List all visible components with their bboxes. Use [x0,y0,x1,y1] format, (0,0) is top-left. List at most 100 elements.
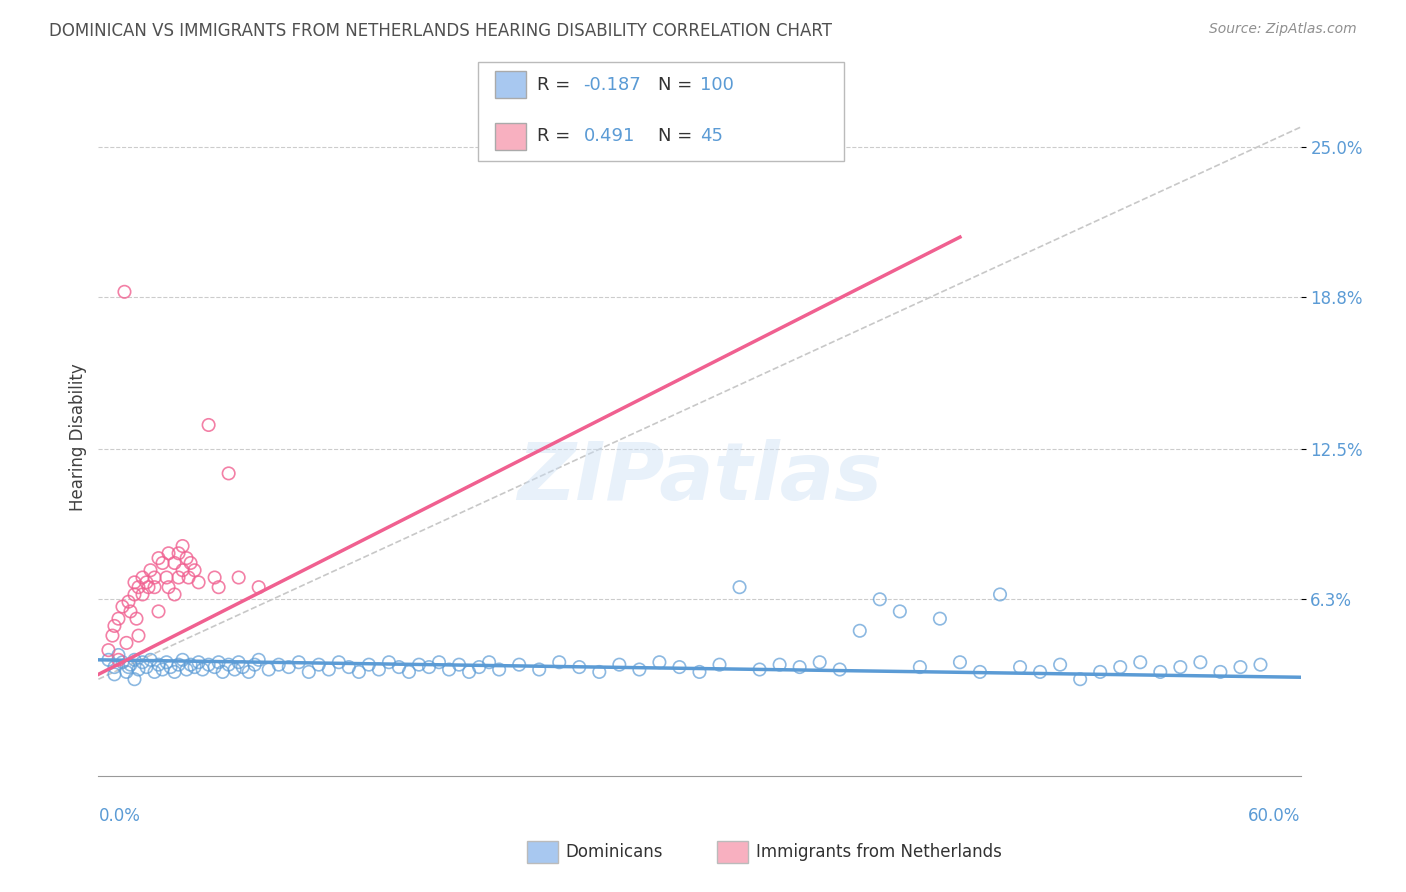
Point [167,570,190,584]
Text: N =: N = [658,76,697,94]
Point [163,556,186,570]
Point [204,660,226,674]
Point [398,665,420,679]
Point [1189,655,1212,669]
Point [1229,660,1251,674]
Point [1109,660,1132,674]
Point [107,653,129,667]
Point [120,657,142,672]
Point [163,665,186,679]
Point [889,604,911,618]
Point [124,672,146,686]
Point [128,580,150,594]
Point [288,655,311,669]
Point [828,663,851,677]
Point [143,570,166,584]
Point [97,653,120,667]
Point [298,665,321,679]
Point [949,655,972,669]
Point [152,556,174,570]
Point [1149,665,1171,679]
Point [418,660,440,674]
Point [187,575,209,590]
Point [128,629,150,643]
Point [247,580,270,594]
Point [1170,660,1192,674]
Point [224,663,246,677]
Point [849,624,872,638]
Point [172,563,194,577]
Point [124,587,146,601]
Point [568,660,591,674]
Point [172,539,194,553]
Text: 45: 45 [700,128,723,145]
Point [135,575,157,590]
Point [969,665,991,679]
Point [609,657,631,672]
Point [1129,655,1152,669]
Point [172,653,194,667]
Point [180,657,202,672]
Text: N =: N = [658,128,697,145]
Point [103,667,125,681]
Text: Source: ZipAtlas.com: Source: ZipAtlas.com [1209,22,1357,37]
Point [155,570,177,584]
Point [447,657,470,672]
Point [120,604,142,618]
Text: 60.0%: 60.0% [1249,807,1301,825]
Point [124,575,146,590]
Point [163,587,186,601]
Point [101,629,124,643]
Point [427,655,450,669]
Point [668,660,690,674]
Point [111,599,134,614]
Point [131,570,153,584]
Point [115,636,138,650]
Point [768,657,790,672]
Point [277,660,299,674]
Point [368,663,391,677]
Point [139,653,162,667]
Text: ZIPatlas: ZIPatlas [517,439,882,516]
Point [709,657,731,672]
Point [232,660,254,674]
Point [1010,660,1032,674]
Text: R =: R = [537,76,576,94]
Point [478,655,501,669]
Point [468,660,491,674]
Point [218,467,240,481]
Point [124,653,146,667]
Text: 100: 100 [700,76,734,94]
Point [458,665,481,679]
Point [139,563,162,577]
Point [437,663,460,677]
Point [135,660,157,674]
Point [143,580,166,594]
Point [929,612,952,626]
Point [183,563,205,577]
Point [114,285,136,299]
Point [357,657,380,672]
Text: DOMINICAN VS IMMIGRANTS FROM NETHERLANDS HEARING DISABILITY CORRELATION CHART: DOMINICAN VS IMMIGRANTS FROM NETHERLANDS… [49,22,832,40]
Point [157,546,180,560]
Point [176,663,198,677]
Point [378,655,401,669]
Point [308,657,330,672]
Point [176,551,198,566]
Point [488,663,510,677]
Point [107,612,129,626]
Point [177,570,200,584]
Text: 0.0%: 0.0% [98,807,141,825]
Point [138,580,160,594]
Point [208,655,231,669]
Point [257,663,280,677]
Text: Immigrants from Netherlands: Immigrants from Netherlands [756,843,1002,861]
Point [1088,665,1111,679]
Text: 0.491: 0.491 [583,128,636,145]
Point [157,580,180,594]
Point [228,570,250,584]
Point [267,657,290,672]
Point [125,612,148,626]
Point [228,655,250,669]
Point [131,587,153,601]
